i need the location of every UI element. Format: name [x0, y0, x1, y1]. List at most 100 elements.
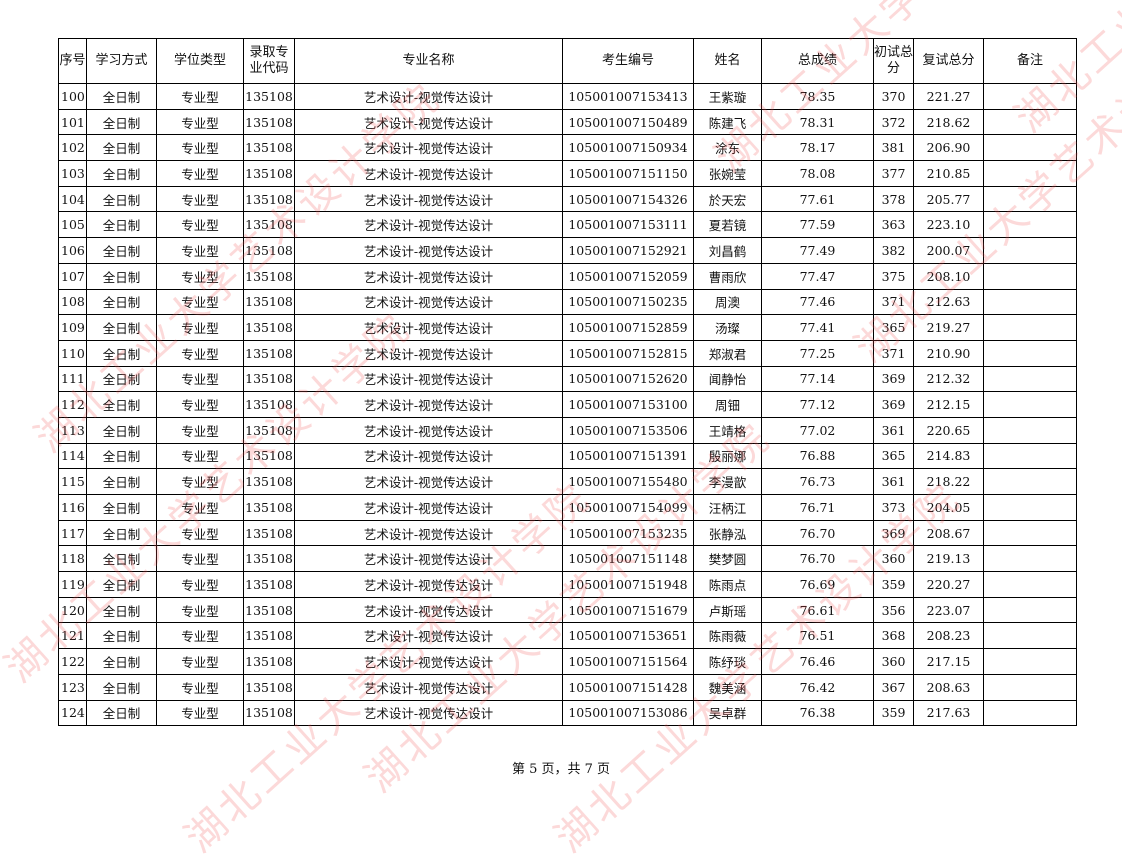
cell-major-name: 艺术设计-视觉传达设计: [294, 391, 563, 418]
cell-remarks: [983, 494, 1077, 521]
cell-remarks: [983, 391, 1077, 418]
cell-major-name: 艺术设计-视觉传达设计: [294, 134, 563, 162]
cell-remarks: [983, 83, 1077, 110]
cell-major-name: 艺术设计-视觉传达设计: [294, 237, 563, 264]
cell-prelim-score: 369: [873, 519, 914, 547]
cell-major-code: 135108: [243, 211, 295, 239]
table-row: 118 全日制 专业型 135108 艺术设计-视觉传达设计 10500100715114…: [58, 545, 1077, 573]
cell-prelim-score: 361: [873, 416, 914, 444]
cell-seq: 102: [58, 134, 87, 162]
cell-seq: 115: [58, 468, 87, 495]
cell-degree-type: 专业型: [156, 391, 244, 418]
cell-name: 李漫歆: [693, 468, 762, 495]
admission-table: 序号 学习方式 学位类型 录取专业代码 专业名称 考生编号 姓名 总成绩 初试总分 复试总分 备注 …: [58, 38, 1077, 727]
cell-retest-score: 205.77: [913, 185, 984, 213]
cell-degree-type: 专业型: [156, 596, 244, 624]
cell-major-code: 135108: [243, 673, 295, 701]
cell-name: 张静泓: [693, 519, 762, 547]
cell-major-code: 135108: [243, 262, 295, 290]
cell-name: 郑淑君: [693, 339, 762, 367]
cell-prelim-score: 365: [873, 442, 914, 470]
cell-prelim-score: 359: [873, 571, 914, 598]
table-row: 120 全日制 专业型 135108 艺术设计-视觉传达设计 10500100715167…: [58, 596, 1077, 624]
cell-name: 周澳: [693, 288, 762, 316]
cell-seq: 103: [58, 160, 87, 187]
cell-retest-score: 208.67: [913, 519, 984, 547]
cell-prelim-score: 359: [873, 699, 914, 727]
cell-name: 魏美涵: [693, 673, 762, 701]
cell-total-score: 76.88: [761, 442, 874, 470]
cell-degree-type: 专业型: [156, 339, 244, 367]
cell-degree-type: 专业型: [156, 262, 244, 290]
cell-seq: 123: [58, 673, 87, 701]
cell-major-name: 艺术设计-视觉传达设计: [294, 83, 563, 110]
cell-study-mode: 全日制: [86, 83, 157, 110]
cell-study-mode: 全日制: [86, 339, 157, 367]
cell-major-name: 艺术设计-视觉传达设计: [294, 545, 563, 573]
cell-candidate-id: 105001007152921: [562, 237, 694, 264]
cell-seq: 109: [58, 314, 87, 341]
cell-total-score: 77.41: [761, 314, 874, 341]
cell-major-code: 135108: [243, 545, 295, 573]
cell-degree-type: 专业型: [156, 519, 244, 547]
cell-total-score: 76.70: [761, 519, 874, 547]
cell-seq: 124: [58, 699, 87, 727]
cell-prelim-score: 375: [873, 262, 914, 290]
table-row: 112 全日制 专业型 135108 艺术设计-视觉传达设计 10500100715310…: [58, 391, 1077, 418]
cell-major-code: 135108: [243, 185, 295, 213]
cell-retest-score: 212.63: [913, 288, 984, 316]
table-row: 110 全日制 专业型 135108 艺术设计-视觉传达设计 10500100715281…: [58, 339, 1077, 367]
cell-degree-type: 专业型: [156, 673, 244, 701]
cell-prelim-score: 373: [873, 494, 914, 521]
cell-degree-type: 专业型: [156, 545, 244, 573]
cell-retest-score: 218.22: [913, 468, 984, 495]
cell-total-score: 78.17: [761, 134, 874, 162]
cell-degree-type: 专业型: [156, 494, 244, 521]
cell-prelim-score: 368: [873, 622, 914, 650]
cell-major-code: 135108: [243, 391, 295, 418]
cell-seq: 113: [58, 416, 87, 444]
cell-degree-type: 专业型: [156, 699, 244, 727]
cell-retest-score: 208.63: [913, 673, 984, 701]
cell-candidate-id: 105001007151150: [562, 160, 694, 187]
cell-major-name: 艺术设计-视觉传达设计: [294, 468, 563, 495]
cell-remarks: [983, 468, 1077, 495]
cell-name: 吴卓群: [693, 699, 762, 727]
cell-major-name: 艺术设计-视觉传达设计: [294, 339, 563, 367]
cell-candidate-id: 105001007155480: [562, 468, 694, 495]
cell-prelim-score: 360: [873, 648, 914, 675]
cell-seq: 118: [58, 545, 87, 573]
cell-study-mode: 全日制: [86, 673, 157, 701]
table-row: 102 全日制 专业型 135108 艺术设计-视觉传达设计 10500100715093…: [58, 134, 1077, 162]
cell-retest-score: 208.23: [913, 622, 984, 650]
cell-remarks: [983, 108, 1077, 136]
table-row: 100 全日制 专业型 135108 艺术设计-视觉传达设计 10500100715341…: [58, 83, 1077, 110]
cell-major-name: 艺术设计-视觉传达设计: [294, 185, 563, 213]
cell-name: 陈雨薇: [693, 622, 762, 650]
cell-remarks: [983, 237, 1077, 264]
cell-degree-type: 专业型: [156, 185, 244, 213]
cell-major-name: 艺术设计-视觉传达设计: [294, 416, 563, 444]
cell-prelim-score: 356: [873, 596, 914, 624]
cell-retest-score: 221.27: [913, 83, 984, 110]
cell-major-name: 艺术设计-视觉传达设计: [294, 673, 563, 701]
cell-retest-score: 217.63: [913, 699, 984, 727]
table-row: 119 全日制 专业型 135108 艺术设计-视觉传达设计 10500100715194…: [58, 571, 1077, 598]
cell-remarks: [983, 185, 1077, 213]
cell-total-score: 76.73: [761, 468, 874, 495]
cell-study-mode: 全日制: [86, 288, 157, 316]
header-major-name: 专业名称: [294, 38, 563, 84]
cell-total-score: 76.46: [761, 648, 874, 675]
cell-degree-type: 专业型: [156, 211, 244, 239]
table-header-row: 序号 学习方式 学位类型 录取专业代码 专业名称 考生编号 姓名 总成绩 初试总分 复试总分 备注: [58, 38, 1077, 84]
cell-candidate-id: 105001007151391: [562, 442, 694, 470]
cell-study-mode: 全日制: [86, 314, 157, 341]
cell-study-mode: 全日制: [86, 134, 157, 162]
table-row: 113 全日制 专业型 135108 艺术设计-视觉传达设计 10500100715350…: [58, 416, 1077, 444]
header-remarks: 备注: [983, 38, 1077, 84]
cell-study-mode: 全日制: [86, 442, 157, 470]
cell-major-name: 艺术设计-视觉传达设计: [294, 108, 563, 136]
cell-major-name: 艺术设计-视觉传达设计: [294, 519, 563, 547]
cell-total-score: 76.51: [761, 622, 874, 650]
cell-candidate-id: 105001007150934: [562, 134, 694, 162]
